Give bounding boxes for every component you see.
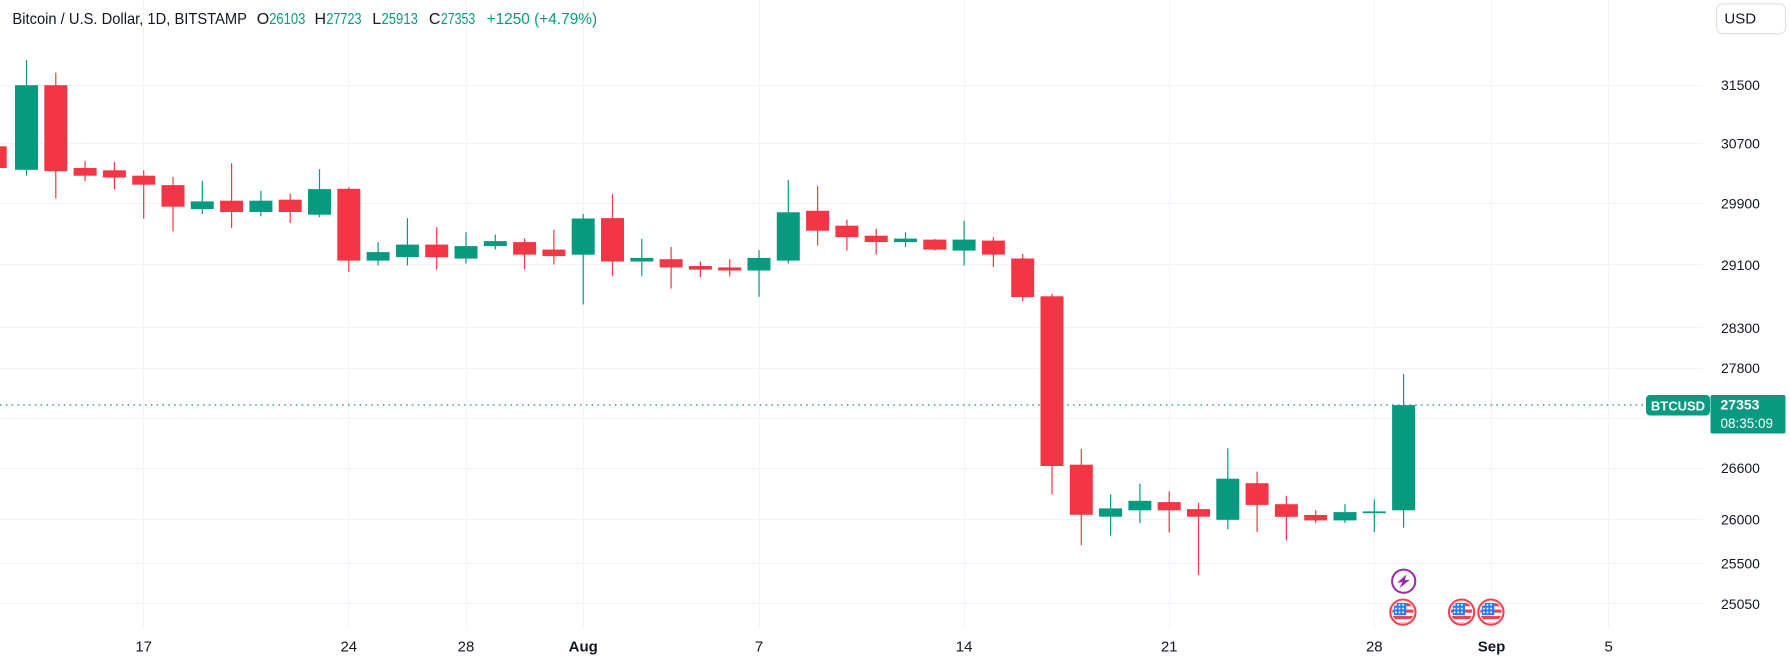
svg-text:29900: 29900 bbox=[1721, 195, 1760, 211]
svg-text:30700: 30700 bbox=[1721, 136, 1760, 152]
svg-text:BTCUSD: BTCUSD bbox=[1651, 398, 1705, 413]
svg-text:Aug: Aug bbox=[569, 638, 598, 655]
svg-text:17: 17 bbox=[135, 638, 152, 655]
svg-text:27723: 27723 bbox=[326, 11, 361, 28]
svg-text:7: 7 bbox=[755, 638, 763, 655]
svg-text:25050: 25050 bbox=[1721, 596, 1760, 612]
svg-text:27800: 27800 bbox=[1721, 360, 1760, 376]
svg-text:28: 28 bbox=[1366, 638, 1383, 655]
svg-text:25500: 25500 bbox=[1721, 556, 1760, 572]
svg-text:25913: 25913 bbox=[382, 11, 418, 28]
svg-text:29100: 29100 bbox=[1721, 257, 1760, 273]
svg-text:14: 14 bbox=[956, 638, 973, 655]
svg-text:C: C bbox=[429, 11, 441, 28]
svg-text:08:35:09: 08:35:09 bbox=[1721, 416, 1774, 431]
svg-text:L: L bbox=[372, 11, 381, 28]
svg-text:Sep: Sep bbox=[1478, 638, 1506, 655]
svg-text:26600: 26600 bbox=[1721, 460, 1760, 476]
svg-text:26000: 26000 bbox=[1721, 512, 1760, 528]
svg-text:27353: 27353 bbox=[1721, 397, 1760, 413]
svg-text:24: 24 bbox=[340, 638, 357, 655]
svg-text:31500: 31500 bbox=[1721, 77, 1760, 93]
svg-text:27353: 27353 bbox=[441, 11, 475, 28]
svg-text:21: 21 bbox=[1161, 638, 1178, 655]
svg-text:O: O bbox=[257, 11, 269, 28]
svg-text:H: H bbox=[315, 11, 327, 28]
svg-text:USD: USD bbox=[1724, 11, 1756, 28]
svg-text:5: 5 bbox=[1605, 638, 1613, 655]
svg-text:28: 28 bbox=[458, 638, 475, 655]
svg-text:Bitcoin / U.S. Dollar, 1D, BIT: Bitcoin / U.S. Dollar, 1D, BITSTAMP bbox=[12, 11, 247, 28]
svg-text:26103: 26103 bbox=[269, 11, 305, 28]
svg-text:+1250 (+4.79%): +1250 (+4.79%) bbox=[487, 11, 597, 28]
svg-text:28300: 28300 bbox=[1721, 320, 1760, 336]
